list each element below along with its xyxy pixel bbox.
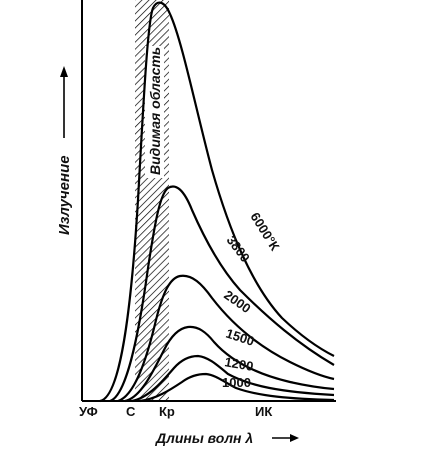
tick-uv: УФ	[79, 404, 98, 419]
curves	[99, 1, 335, 403]
curve-1200	[131, 354, 335, 403]
label-3800: 3800	[224, 233, 253, 265]
band-label: Видимая область	[147, 47, 163, 175]
curve-3800	[109, 185, 335, 403]
curve-1500	[124, 325, 335, 403]
tick-blue: С	[126, 404, 136, 419]
tick-ir: ИК	[255, 404, 272, 419]
curve-1000	[139, 372, 335, 403]
y-axis-label: Излучение	[56, 155, 73, 235]
x-axis-label: Длины волн λ	[155, 430, 253, 446]
curve-6000	[99, 1, 335, 403]
label-1200: 1200	[223, 354, 254, 374]
y-axis-arrow	[60, 66, 68, 138]
x-axis-arrow	[272, 434, 299, 442]
band-label-bg	[145, 46, 164, 178]
tick-red: Кр	[159, 404, 175, 419]
curve-2000	[117, 274, 335, 403]
label-2000: 2000	[221, 287, 253, 316]
label-6000: 6000°К	[247, 210, 282, 254]
label-1000: 1000	[222, 375, 251, 390]
label-1500: 1500	[224, 326, 256, 349]
